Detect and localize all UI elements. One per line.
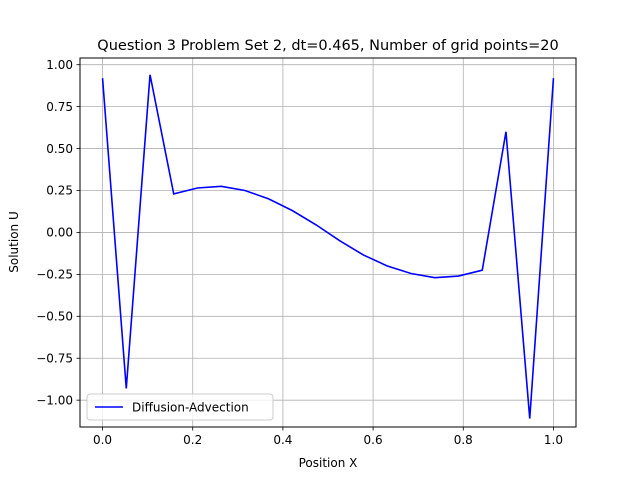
- legend: Diffusion-Advection: [86, 393, 274, 421]
- legend-box: [86, 393, 274, 421]
- y-tick-label: 0.50: [46, 142, 73, 156]
- y-axis-title: Solution U: [7, 211, 21, 272]
- x-tick-label: 0.2: [183, 433, 202, 447]
- y-tick-label: 0.75: [46, 100, 73, 114]
- x-axis: 0.0 0.2 0.4 0.6 0.8 1.0: [93, 427, 563, 447]
- y-tick-label: −0.75: [36, 351, 73, 365]
- y-tick-label: −0.50: [36, 310, 73, 324]
- x-tick-label: 0.0: [93, 433, 112, 447]
- x-tick-label: 0.6: [364, 433, 383, 447]
- chart-title: Question 3 Problem Set 2, dt=0.465, Numb…: [97, 38, 558, 54]
- series-layer: [101, 74, 555, 419]
- y-axis: −1.00 −0.75 −0.50 −0.25 0.00 0.25 0.50 0.75 1.00: [36, 58, 80, 407]
- x-tick-label: 0.4: [273, 433, 292, 447]
- x-tick-label: 1.0: [544, 433, 563, 447]
- series-line: [101, 74, 555, 419]
- y-tick-label: 0.25: [46, 184, 73, 198]
- y-tick-label: 0.00: [46, 226, 73, 240]
- legend-label: Diffusion-Advection: [132, 401, 249, 415]
- y-tick-label: −1.00: [36, 393, 73, 407]
- x-tick-label: 0.8: [454, 433, 473, 447]
- x-axis-title: Position X: [299, 456, 358, 470]
- y-tick-label: 1.00: [46, 58, 73, 72]
- plot-frame: [79, 57, 577, 428]
- y-tick-label: −0.25: [36, 268, 73, 282]
